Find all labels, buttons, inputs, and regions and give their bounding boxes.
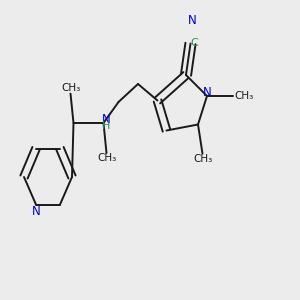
Text: CH₃: CH₃	[234, 91, 253, 101]
Text: N: N	[32, 205, 40, 218]
Text: N: N	[202, 86, 211, 99]
Text: H: H	[102, 121, 111, 131]
Text: N: N	[102, 113, 111, 126]
Text: CH₃: CH₃	[193, 154, 212, 164]
Text: CH₃: CH₃	[97, 153, 116, 164]
Text: C: C	[190, 38, 198, 49]
Text: CH₃: CH₃	[61, 83, 80, 93]
Text: N: N	[188, 14, 196, 27]
